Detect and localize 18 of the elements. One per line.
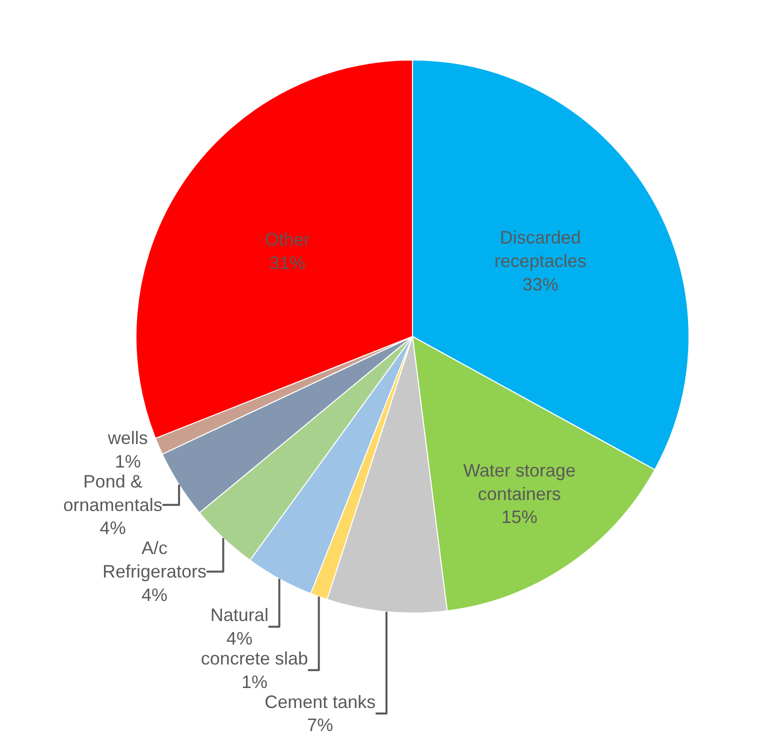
slice-label: Pond & ornamentals <box>63 471 162 515</box>
slice-label: concrete slab <box>200 648 308 668</box>
data-label: 7% <box>307 715 334 736</box>
slice-label: Discarded receptacles <box>494 227 586 271</box>
slice-label: Natural <box>210 605 268 626</box>
data-label: 4% <box>141 585 168 606</box>
data-label: 4% <box>100 518 126 538</box>
slice-label: Water storage containers <box>463 460 576 504</box>
slice-label: wells <box>106 428 148 448</box>
data-label: 1% <box>241 672 268 692</box>
data-label: 15% <box>501 507 538 528</box>
data-label: 33% <box>522 274 558 294</box>
data-label: 31% <box>269 253 306 274</box>
slice-label: Other <box>264 230 310 250</box>
slice-label: Cement tanks <box>264 692 376 712</box>
data-label: 1% <box>114 451 141 472</box>
slice-label: A/c Refrigerators <box>102 538 207 582</box>
data-label: 4% <box>226 628 252 648</box>
